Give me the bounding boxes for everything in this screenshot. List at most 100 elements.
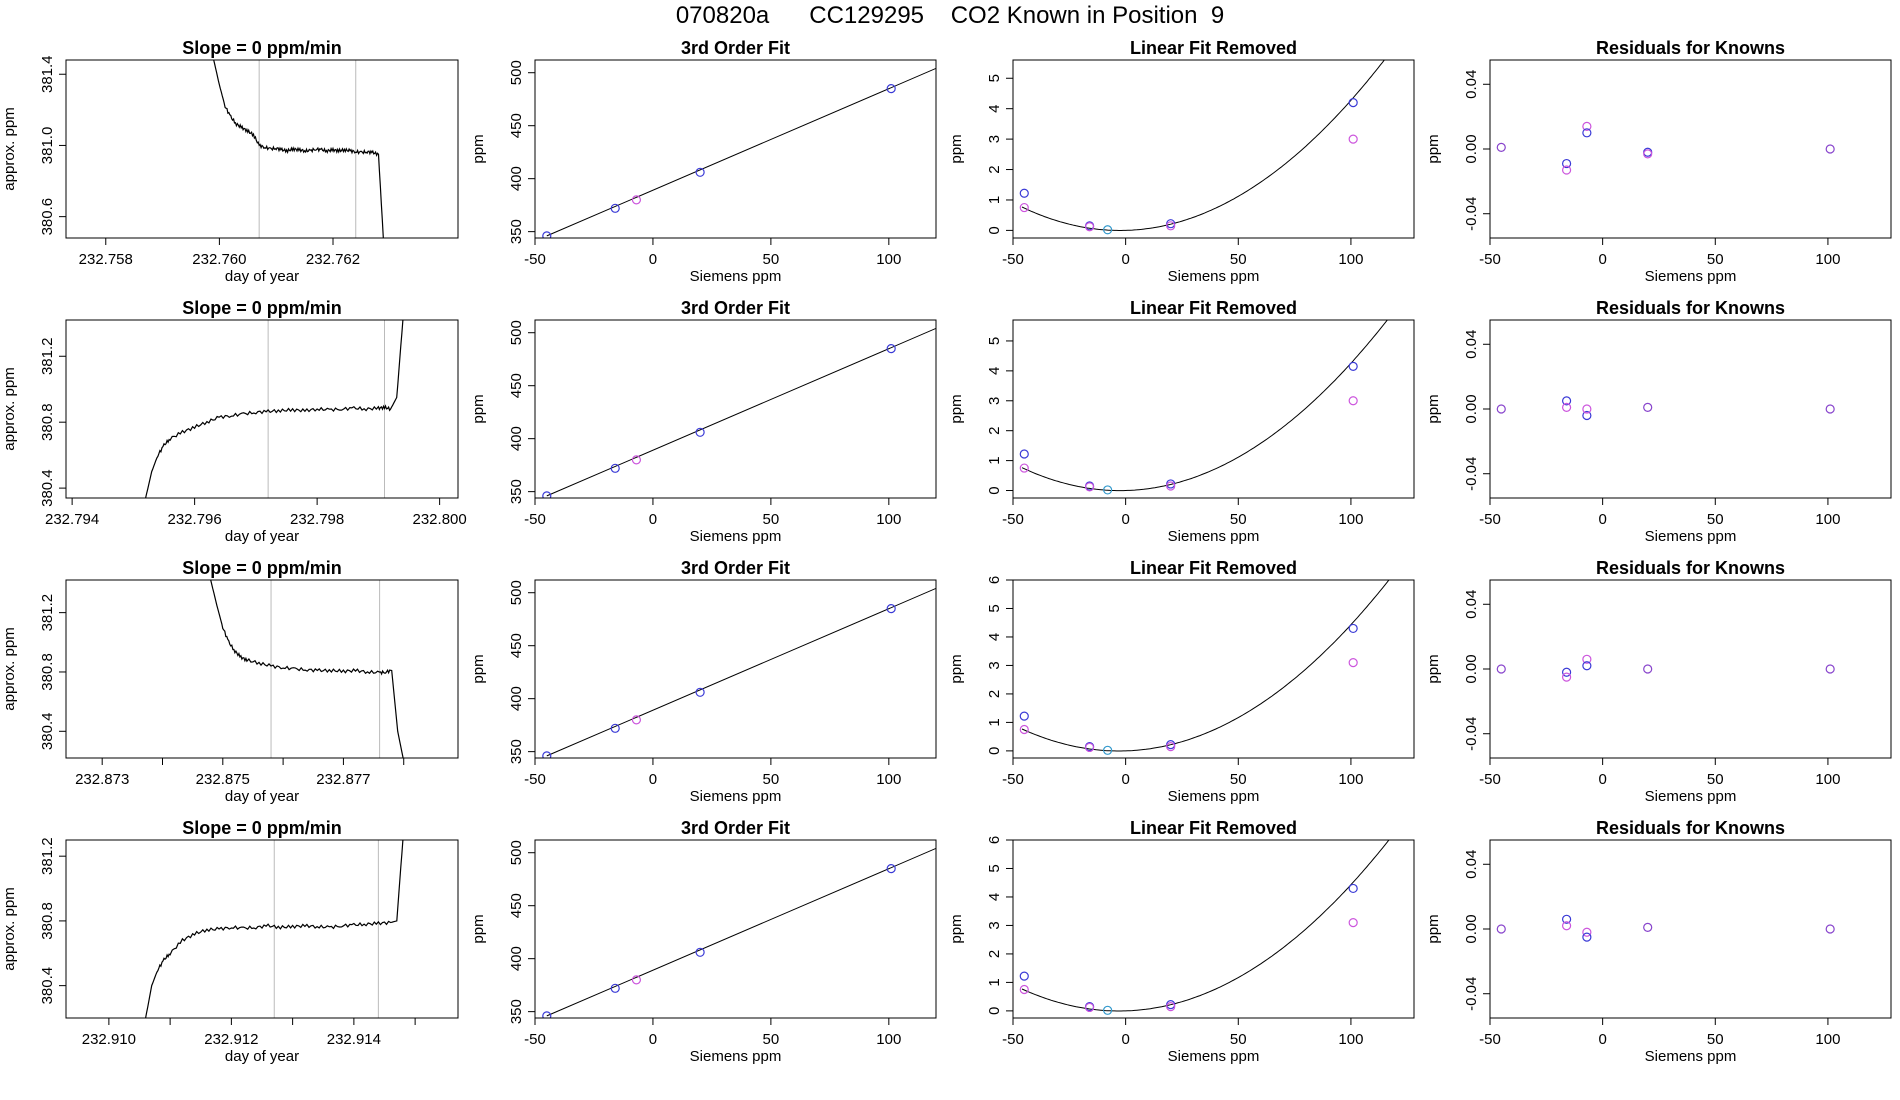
chart-3-1-point — [542, 1011, 552, 1018]
chart-2-3-point — [1561, 667, 1572, 677]
chart-1-1-point — [542, 491, 552, 498]
chart-2-2-xlabel: Siemens ppm — [1168, 788, 1260, 805]
chart-0-1-xlabel: Siemens ppm — [690, 268, 782, 285]
chart-0-2-plot-area — [1019, 60, 1385, 235]
chart-3-3-point — [1496, 924, 1506, 934]
chart-1-1-plot-area — [542, 327, 936, 498]
chart-2-2-ytick-label: 2 — [986, 690, 1003, 698]
chart-0-3-ytick-label: 0.00 — [1463, 134, 1480, 163]
chart-2-1-point — [610, 723, 620, 733]
chart-0-2-point — [1019, 202, 1029, 213]
chart-1-3-ytick-label: 0.04 — [1463, 330, 1480, 359]
chart-0-3-ylabel: ppm — [1425, 134, 1442, 163]
chart-1-0-frame — [65, 319, 459, 499]
chart-1-1-ytick-label: 450 — [508, 373, 525, 398]
chart-0-1-point — [631, 195, 642, 205]
chart-2-2-ylabel: ppm — [948, 654, 965, 683]
chart-2-3-xtick-label: 0 — [1598, 771, 1606, 788]
chart-2-2-point — [1084, 742, 1095, 753]
chart-2-1-frame — [534, 579, 937, 759]
chart-3-1-point — [695, 947, 705, 957]
chart-2-2-frame — [1012, 579, 1415, 759]
chart-0-2-fit-curve — [1021, 60, 1385, 231]
chart-3-3-point — [1825, 924, 1835, 934]
chart-1-0-ytick-label: 380.8 — [39, 403, 56, 441]
chart-2-3-plot-area — [1496, 654, 1835, 682]
chart-0-0-ylabel: approx. ppm — [1, 107, 18, 190]
chart-3-2-ylabel: ppm — [948, 914, 965, 943]
chart-3-3-xtick-label: 100 — [1815, 1031, 1840, 1048]
chart-1-3-xlabel: Siemens ppm — [1645, 528, 1737, 545]
chart-1-3-point — [1582, 410, 1592, 421]
chart-3-3-plot-area — [1496, 914, 1835, 942]
chart-1-2-frame — [1012, 319, 1415, 499]
chart-2-3-point — [1582, 654, 1592, 664]
chart-2-0-plot-area — [210, 580, 404, 758]
chart-3-3-xlabel: Siemens ppm — [1645, 1048, 1737, 1065]
chart-2-3: Residuals for Knowns Siemens ppm ppm -50 0 50… — [1425, 558, 1892, 805]
chart-2-1-ytick-label: 500 — [508, 580, 525, 605]
chart-0-1-ytick-label: 350 — [508, 219, 525, 244]
chart-3-0: Slope = 0 ppm/min day of year approx. ppm 2… — [1, 818, 459, 1065]
chart-1-0-ylabel: approx. ppm — [1, 367, 18, 450]
chart-2-1-fit-line — [546, 587, 936, 757]
chart-2-1-xtick-label: 0 — [649, 771, 657, 788]
chart-2-3-point — [1496, 664, 1506, 674]
chart-0-2-point — [1348, 134, 1358, 144]
chart-2-3-xtick-label: 50 — [1707, 771, 1724, 788]
chart-3-1-point — [631, 975, 642, 985]
chart-2-1-point — [695, 687, 705, 697]
chart-2-1-ytick-label: 400 — [508, 686, 525, 711]
chart-0-3-point — [1582, 128, 1592, 138]
chart-1-1-ytick-label: 500 — [508, 320, 525, 345]
chart-2-1-xtick-label: 50 — [763, 771, 780, 788]
chart-0-1-ytick-label: 450 — [508, 113, 525, 138]
chart-1-3-xtick-label: -50 — [1479, 511, 1501, 528]
chart-1-3-xtick-label: 100 — [1815, 511, 1840, 528]
chart-0-0-xtick-label: 232.762 — [306, 251, 360, 268]
chart-3-2-xtick-label: 0 — [1121, 1031, 1129, 1048]
chart-3-2-ytick-label: 3 — [986, 921, 1003, 929]
chart-1-1-xtick-label: 0 — [649, 511, 657, 528]
chart-1-1-ytick-label: 400 — [508, 426, 525, 451]
chart-1-3-ytick-label: 0.00 — [1463, 394, 1480, 423]
chart-0-2-ytick-label: 3 — [986, 135, 1003, 143]
chart-3-3-xtick-label: 0 — [1598, 1031, 1606, 1048]
chart-2-0-xlabel: day of year — [225, 788, 299, 805]
chart-1-3-xtick-label: 0 — [1598, 511, 1606, 528]
chart-2-1-xtick-label: -50 — [524, 771, 546, 788]
chart-3-3-ytick-label: 0.04 — [1463, 850, 1480, 879]
chart-2-2-plot-area — [1019, 580, 1390, 755]
chart-2-1-ytick-label: 450 — [508, 633, 525, 658]
chart-3-3-frame — [1489, 839, 1892, 1019]
chart-0-2-ylabel: ppm — [948, 134, 965, 163]
chart-3-1-xtick-label: 50 — [763, 1031, 780, 1048]
chart-1-1: 3rd Order Fit Siemens ppm ppm -50 0 50 100 350 4… — [470, 298, 937, 545]
chart-3-1-ytick-label: 350 — [508, 999, 525, 1024]
chart-1-3-title: Residuals for Knowns — [1596, 298, 1785, 318]
chart-0-1-plot-area — [542, 67, 936, 238]
chart-2-3-frame — [1489, 579, 1892, 759]
chart-0-0-trace-line — [213, 60, 384, 238]
chart-3-0-xtick-label: 232.912 — [204, 1031, 258, 1048]
chart-1-2-point — [1166, 481, 1176, 491]
chart-1-3-point — [1561, 396, 1572, 406]
chart-2-2-fit-curve — [1021, 580, 1390, 752]
chart-0-3-point — [1582, 121, 1592, 131]
chart-2-3-ytick-label: 0.00 — [1463, 654, 1480, 683]
chart-1-3-point — [1496, 404, 1506, 414]
chart-0-3-frame — [1489, 59, 1892, 239]
chart-3-1-point — [886, 864, 896, 874]
chart-0-1-xtick-label: 0 — [649, 251, 657, 268]
chart-1-3-xtick-label: 50 — [1707, 511, 1724, 528]
chart-3-2-point — [1019, 971, 1029, 981]
chart-3-2-point — [1348, 917, 1358, 928]
chart-2-1-point — [886, 604, 896, 614]
chart-1-0-xtick-label: 232.796 — [168, 511, 222, 528]
chart-1-2-ytick-label: 4 — [986, 367, 1003, 375]
chart-0-3-ytick-label: -0.04 — [1463, 197, 1480, 231]
chart-3-3-ytick-label: 0.00 — [1463, 914, 1480, 943]
chart-2-1-xtick-label: 100 — [876, 771, 901, 788]
chart-0-1-point — [610, 203, 620, 213]
chart-0-3-xtick-label: -50 — [1479, 251, 1501, 268]
